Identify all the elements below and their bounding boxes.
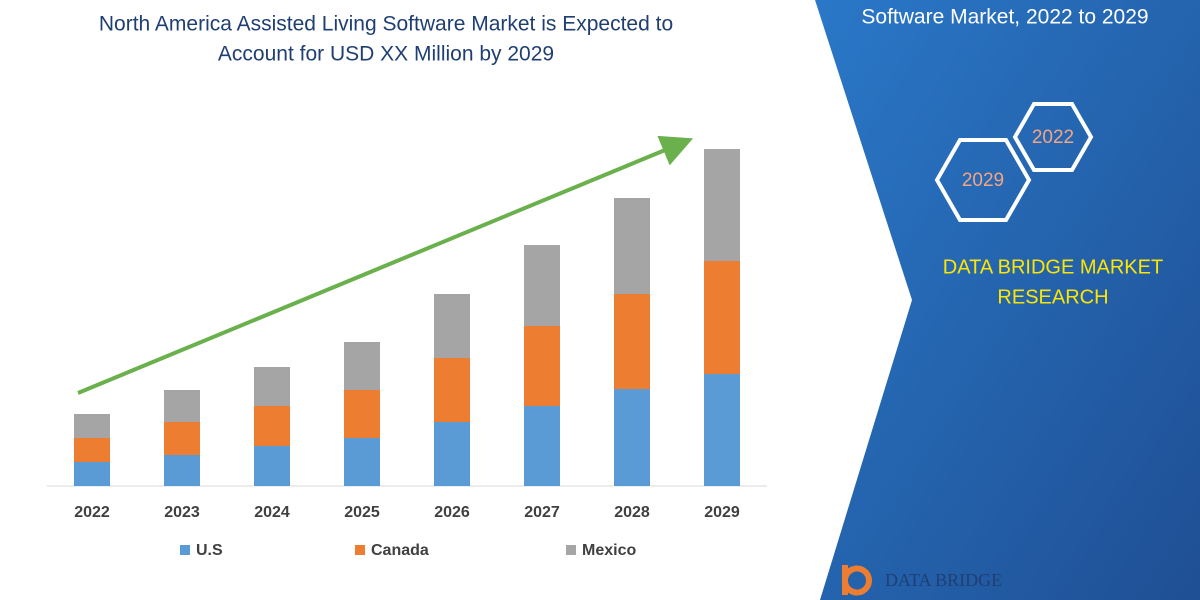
legend-label: Canada bbox=[371, 542, 429, 559]
trend-arrow bbox=[77, 135, 694, 395]
logo-text: DATA BRIDGE bbox=[885, 570, 1002, 590]
bar-segment bbox=[614, 389, 650, 486]
bar-segment bbox=[524, 326, 560, 406]
x-tick-label: 2029 bbox=[704, 504, 740, 521]
x-tick-label: 2022 bbox=[74, 504, 110, 521]
bar-segment bbox=[254, 446, 290, 486]
bar-segment bbox=[614, 198, 650, 294]
bar-segment bbox=[344, 342, 380, 390]
bar-segment bbox=[344, 438, 380, 486]
bar-segment bbox=[614, 294, 650, 389]
brand-text: RESEARCH bbox=[997, 286, 1108, 308]
legend-swatch bbox=[180, 545, 190, 555]
logo-icon bbox=[842, 565, 872, 596]
hexagon bbox=[1012, 102, 1094, 172]
legend-swatch bbox=[355, 545, 365, 555]
bar-segment bbox=[704, 261, 740, 374]
bar-segment bbox=[254, 367, 290, 406]
x-tick-label: 2027 bbox=[524, 504, 560, 521]
side-panel bbox=[815, 0, 1200, 600]
bar-segment bbox=[74, 414, 110, 438]
legend-swatch bbox=[566, 545, 576, 555]
chart-title: Account for USD XX Million by 2029 bbox=[218, 43, 554, 66]
legend-label: Mexico bbox=[582, 542, 636, 559]
hexagon-label: 2029 bbox=[962, 170, 1004, 191]
chart-title: North America Assisted Living Software M… bbox=[99, 13, 673, 36]
hexagon bbox=[934, 138, 1032, 222]
bar-segment bbox=[254, 406, 290, 446]
x-tick-label: 2026 bbox=[434, 504, 470, 521]
bar-segment bbox=[344, 390, 380, 438]
bar-segment bbox=[434, 294, 470, 358]
x-tick-label: 2024 bbox=[254, 504, 290, 521]
bar-segment bbox=[704, 374, 740, 486]
bar-segment bbox=[74, 438, 110, 462]
bar-segment bbox=[164, 455, 200, 486]
legend-label: U.S bbox=[196, 542, 223, 559]
bar-segment bbox=[434, 358, 470, 422]
brand-text: DATA BRIDGE MARKET bbox=[943, 256, 1163, 278]
bar-segment bbox=[74, 462, 110, 486]
hexagon-label: 2022 bbox=[1032, 127, 1074, 148]
bar-segment bbox=[524, 406, 560, 486]
x-tick-label: 2028 bbox=[614, 504, 650, 521]
bar-segment bbox=[704, 149, 740, 261]
x-tick-label: 2025 bbox=[344, 504, 380, 521]
bar-segment bbox=[164, 390, 200, 422]
panel-heading: Software Market, 2022 to 2029 bbox=[861, 6, 1148, 29]
x-tick-label: 2023 bbox=[164, 504, 200, 521]
bar-segment bbox=[434, 422, 470, 486]
bar-segment bbox=[164, 422, 200, 455]
bar-segment bbox=[524, 245, 560, 326]
